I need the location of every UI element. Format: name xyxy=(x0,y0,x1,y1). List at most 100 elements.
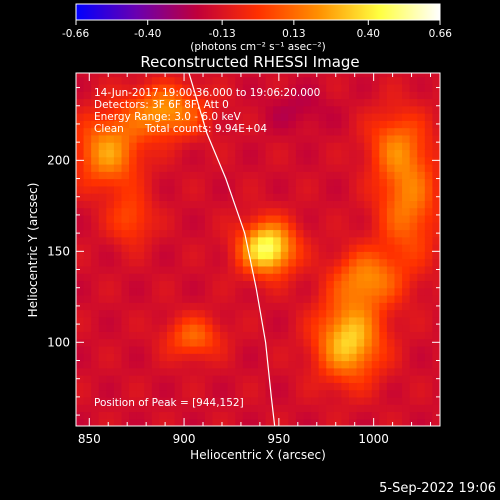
heatmap-cell xyxy=(235,287,244,296)
heatmap-cell xyxy=(197,331,206,340)
heatmap-cell xyxy=(371,258,380,267)
heatmap-cell xyxy=(326,127,335,136)
heatmap-cell xyxy=(409,287,418,296)
heatmap-cell xyxy=(318,171,327,180)
heatmap-cell xyxy=(227,207,236,216)
heatmap-cell xyxy=(356,244,365,252)
heatmap-cell xyxy=(432,360,440,369)
heatmap-cell xyxy=(318,353,327,362)
heatmap-cell xyxy=(167,404,176,413)
heatmap-cell xyxy=(409,353,418,362)
heatmap-cell xyxy=(349,185,358,194)
heatmap-cell xyxy=(356,113,365,121)
heatmap-cell xyxy=(295,316,305,325)
heatmap-cell xyxy=(204,178,214,187)
heatmap-cell xyxy=(311,331,320,340)
heatmap-cell xyxy=(113,265,123,274)
heatmap-cell xyxy=(204,316,214,325)
heatmap-cell xyxy=(295,142,305,151)
heatmap-cell xyxy=(409,302,418,311)
heatmap-cell xyxy=(83,200,92,209)
heatmap-cell xyxy=(121,280,130,289)
heatmap-cell xyxy=(159,244,168,252)
heatmap-cell xyxy=(106,389,115,398)
heatmap-cell xyxy=(129,324,138,332)
heatmap-cell xyxy=(129,353,138,362)
heatmap-cell xyxy=(159,331,168,340)
heatmap-cell xyxy=(129,302,138,311)
heatmap-cell xyxy=(364,83,373,92)
heatmap-cell xyxy=(311,258,320,267)
heatmap-cell xyxy=(349,91,358,100)
heatmap-cell xyxy=(136,142,145,151)
heatmap-cell xyxy=(318,251,327,260)
heatmap-cell xyxy=(121,83,130,92)
heatmap-cell xyxy=(144,142,153,151)
heatmap-cell xyxy=(250,163,259,172)
heatmap-cell xyxy=(265,193,274,201)
heatmap-cell xyxy=(409,149,418,158)
heatmap-cell xyxy=(280,127,289,136)
heatmap-cell xyxy=(364,287,373,296)
heatmap-cell xyxy=(113,120,123,129)
heatmap-cell xyxy=(159,345,168,354)
heatmap-cell xyxy=(129,222,138,231)
heatmap-cell xyxy=(189,193,198,201)
heatmap-cell xyxy=(349,418,358,426)
heatmap-cell xyxy=(341,120,350,129)
heatmap-cell xyxy=(129,251,138,260)
heatmap-cell xyxy=(402,178,411,187)
heatmap-cell xyxy=(235,302,244,311)
heatmap-cell xyxy=(371,236,380,245)
heatmap-cell xyxy=(227,360,236,369)
heatmap-cell xyxy=(364,98,373,107)
heatmap-cell xyxy=(318,83,327,92)
heatmap-cell xyxy=(174,404,183,413)
heatmap-cell xyxy=(417,309,426,318)
heatmap-cell xyxy=(303,120,312,129)
heatmap-cell xyxy=(273,382,282,391)
heatmap-cell xyxy=(136,258,145,267)
heatmap-cell xyxy=(349,113,358,121)
heatmap-cell xyxy=(288,83,297,92)
heatmap-cell xyxy=(121,316,130,325)
heatmap-cell xyxy=(318,76,327,85)
heatmap-cell xyxy=(303,127,312,136)
heatmap-cell xyxy=(91,236,100,245)
heatmap-cell xyxy=(371,389,380,398)
heatmap-cell xyxy=(318,244,327,252)
heatmap-cell xyxy=(349,98,358,107)
heatmap-cell xyxy=(432,331,440,340)
heatmap-cell xyxy=(295,214,305,223)
footer-date: 5-Sep-2022 19:06 xyxy=(379,481,496,496)
chart-title: Reconstructed RHESSI Image xyxy=(140,53,359,71)
heatmap-cell xyxy=(235,163,244,172)
heatmap-cell xyxy=(174,258,183,267)
heatmap-cell xyxy=(83,367,92,376)
heatmap-cell xyxy=(91,193,100,201)
heatmap-cell xyxy=(424,207,434,216)
heatmap-cell xyxy=(311,418,320,426)
heatmap-cell xyxy=(227,149,236,158)
heatmap-cell xyxy=(371,338,380,347)
heatmap-cell xyxy=(250,367,259,376)
heatmap-cell xyxy=(295,353,305,362)
heatmap-cell xyxy=(371,214,380,223)
heatmap-cell xyxy=(136,98,145,107)
heatmap-cell xyxy=(227,178,236,187)
heatmap-cell xyxy=(151,280,161,289)
heatmap-cell xyxy=(303,91,312,100)
heatmap-cell xyxy=(303,396,312,405)
heatmap-cell xyxy=(273,178,282,187)
heatmap-cell xyxy=(258,222,267,231)
heatmap-cell xyxy=(258,200,267,209)
heatmap-cell xyxy=(318,163,327,172)
heatmap-cell xyxy=(189,353,198,362)
heatmap-cell xyxy=(265,396,274,405)
heatmap-cell xyxy=(326,244,335,252)
heatmap-cell xyxy=(212,222,221,231)
heatmap-cell xyxy=(333,163,343,172)
heatmap-cell xyxy=(189,411,198,420)
heatmap-cell xyxy=(326,345,335,354)
heatmap-cell xyxy=(417,236,426,245)
